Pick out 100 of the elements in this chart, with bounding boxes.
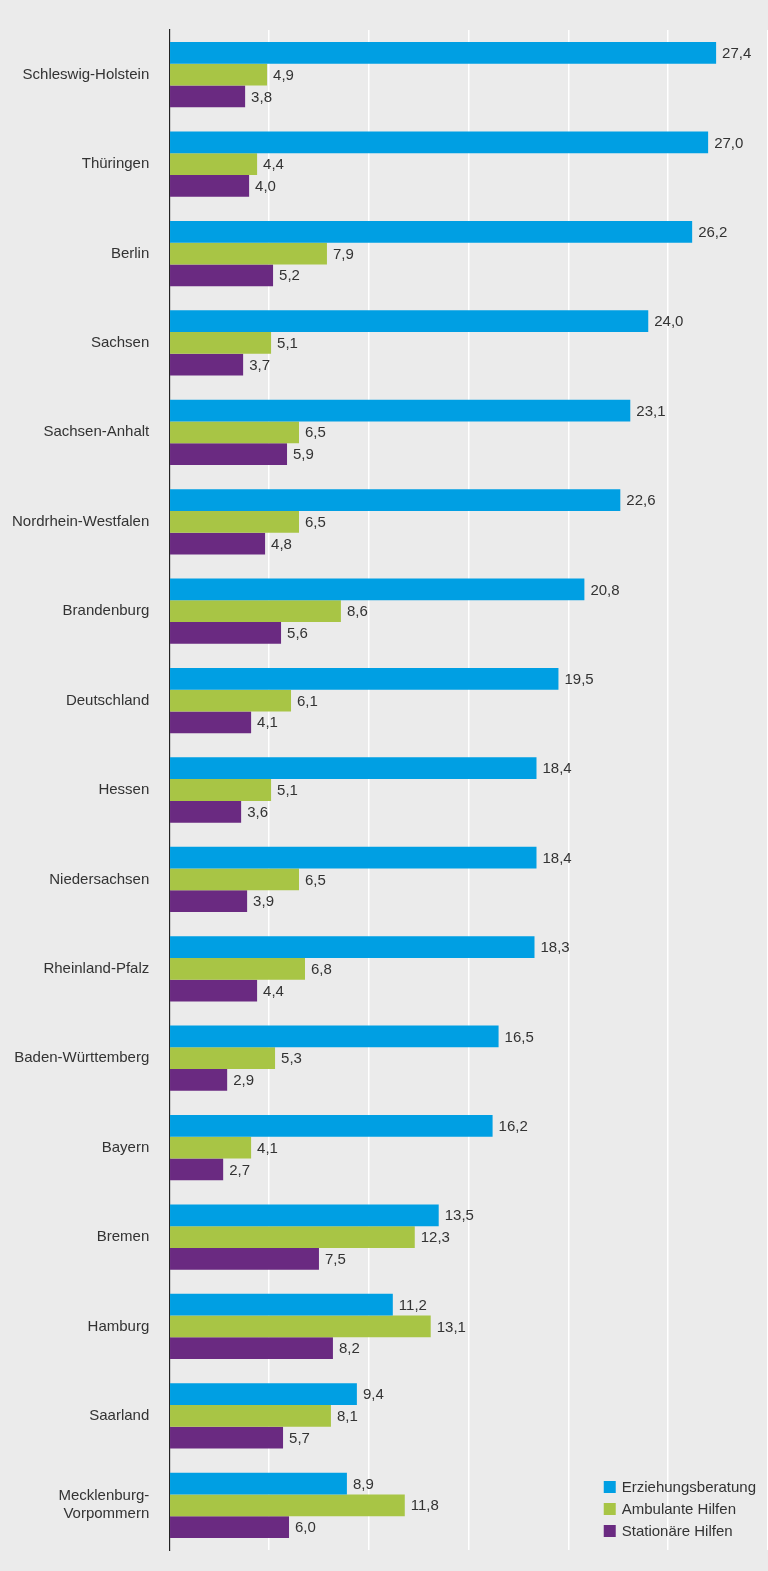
data-label: 13,1 xyxy=(436,1317,466,1335)
data-label: 20,8 xyxy=(590,580,620,598)
legend-label: Stationäre Hilfen xyxy=(621,1522,733,1540)
bar xyxy=(170,489,621,511)
bar xyxy=(170,310,649,333)
bar xyxy=(170,757,537,780)
y-tick-label: Nordrhein-Westfalen xyxy=(11,511,150,529)
bar xyxy=(170,42,717,64)
data-label: 4,1 xyxy=(257,713,278,731)
y-tick-label: Sachsen xyxy=(90,333,150,351)
bar xyxy=(170,979,258,1002)
bar xyxy=(170,1047,276,1070)
data-label: 3,9 xyxy=(253,892,274,910)
data-label: 5,7 xyxy=(289,1428,310,1446)
data-label: 18,4 xyxy=(542,848,572,866)
bar xyxy=(170,131,709,154)
data-label: 6,0 xyxy=(295,1518,316,1536)
data-label: 19,5 xyxy=(564,669,594,687)
y-tick-label: Sachsen-Anhalt xyxy=(43,422,151,440)
data-label: 5,2 xyxy=(279,266,300,284)
bar xyxy=(170,711,252,734)
data-label: 11,2 xyxy=(398,1295,427,1313)
data-label: 4,0 xyxy=(255,177,276,195)
data-label: 7,5 xyxy=(324,1249,346,1267)
data-label: 8,9 xyxy=(352,1474,374,1492)
bar xyxy=(170,242,327,265)
y-tick-label: Berlin xyxy=(110,243,150,261)
y-tick-label: Niedersachsen xyxy=(49,869,150,887)
bar xyxy=(170,800,242,823)
y-tick-label: Hessen xyxy=(98,780,150,798)
data-label: 16,2 xyxy=(498,1117,528,1135)
data-label: 18,4 xyxy=(542,759,572,777)
bar xyxy=(170,153,258,175)
data-label: 5,6 xyxy=(287,624,308,642)
y-tick-label: Bremen xyxy=(96,1227,150,1245)
data-label: 6,8 xyxy=(310,959,332,977)
bar xyxy=(170,890,248,913)
bar xyxy=(170,1293,393,1316)
bar xyxy=(170,399,631,422)
y-tick-label: Hamburg xyxy=(87,1316,150,1334)
bar xyxy=(170,689,292,712)
bar xyxy=(170,443,288,465)
bar xyxy=(170,1025,499,1048)
bar xyxy=(170,1315,431,1338)
bar xyxy=(170,868,300,891)
data-label: 16,5 xyxy=(504,1027,534,1045)
bar xyxy=(170,1115,493,1137)
bar xyxy=(170,510,300,533)
bar xyxy=(170,667,559,690)
data-label: 13,5 xyxy=(444,1206,474,1224)
data-label: 11,8 xyxy=(410,1496,439,1514)
y-tick-label: Baden-Württemberg xyxy=(14,1048,150,1066)
legend-label: Erziehungsberatung xyxy=(621,1478,757,1496)
bar xyxy=(170,175,250,197)
bar xyxy=(170,532,266,555)
data-label: 6,5 xyxy=(305,870,326,888)
bar xyxy=(170,421,300,444)
data-label: 8,1 xyxy=(336,1407,358,1425)
data-label: 22,6 xyxy=(626,491,656,509)
y-tick-label: Brandenburg xyxy=(62,601,150,619)
bar xyxy=(170,1226,415,1248)
data-label: 27,4 xyxy=(722,44,752,62)
data-label: 12,3 xyxy=(420,1228,450,1246)
data-label: 2,9 xyxy=(233,1071,255,1089)
bar xyxy=(170,353,244,376)
bar xyxy=(170,264,274,287)
bar xyxy=(170,332,272,354)
data-label: 8,6 xyxy=(346,602,368,620)
data-label: 8,2 xyxy=(338,1339,360,1357)
bar xyxy=(170,622,282,644)
bar xyxy=(170,1516,290,1538)
data-label: 3,8 xyxy=(251,87,272,105)
bar xyxy=(170,85,246,108)
y-tick-label: Bayern xyxy=(101,1137,150,1155)
y-tick-label: Schleswig-Holstein xyxy=(22,64,150,82)
data-label: 4,8 xyxy=(271,534,292,552)
data-label: 4,4 xyxy=(263,981,284,999)
data-label: 18,3 xyxy=(540,938,570,956)
bar xyxy=(170,1337,333,1360)
data-label: 3,6 xyxy=(247,802,268,820)
bar xyxy=(170,957,305,980)
bar xyxy=(170,220,693,243)
bar xyxy=(170,63,268,86)
bar xyxy=(170,1158,224,1181)
bar xyxy=(170,1405,331,1427)
bar xyxy=(170,1383,357,1405)
data-label: 27,0 xyxy=(714,133,744,151)
bar xyxy=(170,1426,284,1449)
bar xyxy=(170,600,341,623)
y-tick-label: Mecklenburg-Vorpommern xyxy=(58,1486,150,1522)
bar xyxy=(170,578,585,601)
bar xyxy=(170,1247,319,1270)
data-label: 9,4 xyxy=(362,1385,384,1403)
bar xyxy=(170,1069,228,1091)
data-label: 6,5 xyxy=(305,423,326,441)
data-label: 4,4 xyxy=(263,155,284,173)
data-label: 5,1 xyxy=(277,334,298,352)
legend-label: Ambulante Hilfen xyxy=(621,1500,736,1518)
bar xyxy=(170,779,272,801)
data-label: 24,0 xyxy=(654,312,684,330)
